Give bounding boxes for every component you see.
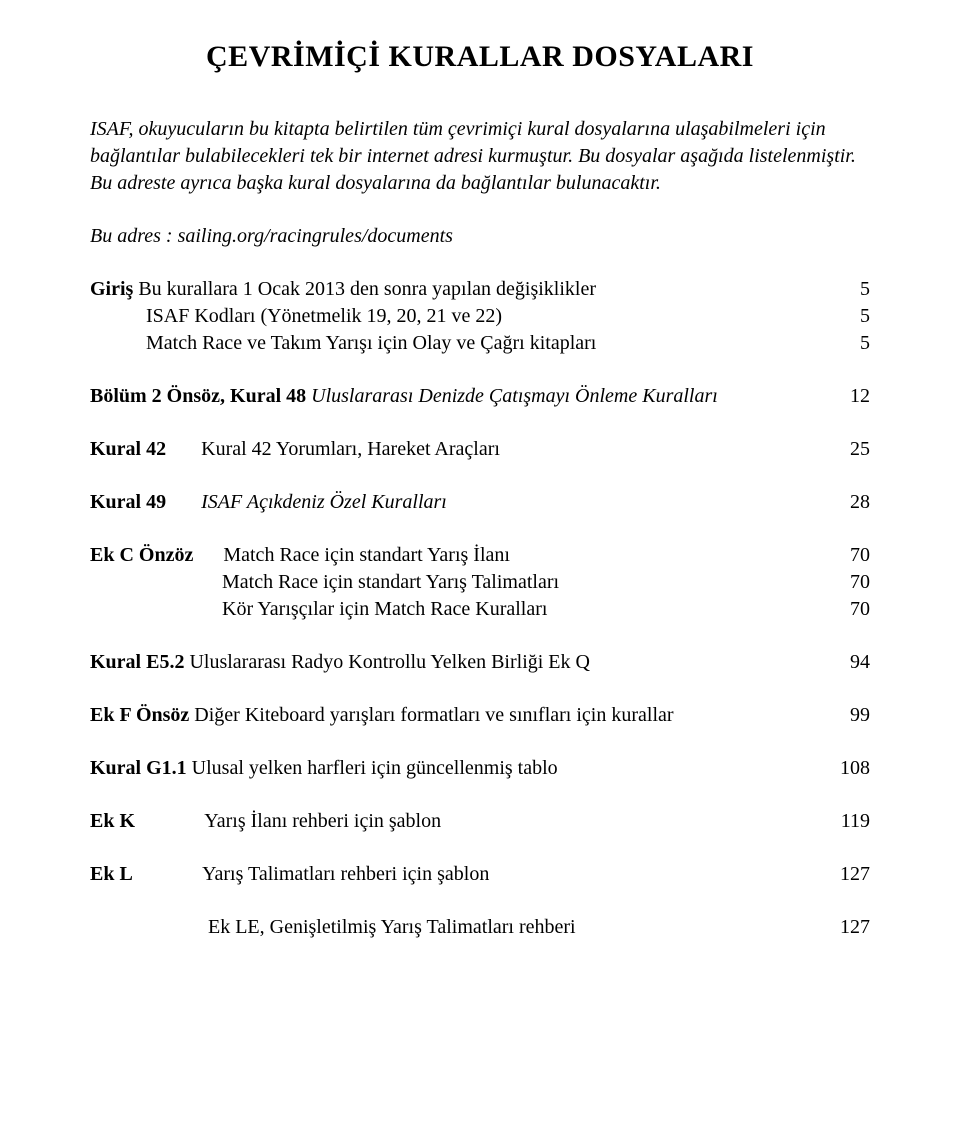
toc-label: Ek K Yarış İlanı rehberi için şablon [90, 808, 820, 835]
toc-entry-ekf: Ek F Önsöz Diğer Kiteboard yarışları for… [90, 702, 870, 729]
toc-lead: Ek F Önsöz [90, 704, 189, 726]
toc-text: Uluslararası Radyo Kontrollu Yelken Birl… [189, 651, 590, 673]
toc-label: Kural 42 Kural 42 Yorumları, Hareket Ara… [90, 436, 820, 463]
toc-row: Kural G1.1 Ulusal yelken harfleri için g… [90, 755, 870, 782]
toc-entry-ekc: Ek C Önzöz Match Race için standart Yarı… [90, 542, 870, 623]
toc-text: Yarış İlanı rehberi için şablon [204, 810, 441, 832]
toc-row: Ek C Önzöz Match Race için standart Yarı… [90, 542, 870, 569]
table-of-contents: Giriş Bu kurallara 1 Ocak 2013 den sonra… [90, 276, 870, 941]
toc-entry-kuralE52: Kural E5.2 Uluslararası Radyo Kontrollu … [90, 649, 870, 676]
toc-entry-giris: Giriş Bu kurallara 1 Ocak 2013 den sonra… [90, 276, 870, 357]
toc-page-number: 99 [820, 702, 870, 729]
toc-row: Ek LE, Genişletilmiş Yarış Talimatları r… [90, 914, 870, 941]
toc-text: Ulusal yelken harfleri için güncellenmiş… [192, 757, 558, 779]
toc-page-number: 25 [820, 436, 870, 463]
toc-label: Ek C Önzöz Match Race için standart Yarı… [90, 542, 820, 569]
toc-label: Ek L Yarış Talimatları rehberi için şabl… [90, 861, 820, 888]
toc-page-number: 127 [820, 914, 870, 941]
toc-lead: Bölüm 2 Önsöz, Kural 48 [90, 385, 311, 407]
toc-page-number: 5 [820, 276, 870, 303]
toc-label: Kural 49 ISAF Açıkdeniz Özel Kuralları [90, 489, 820, 516]
toc-page-number: 28 [820, 489, 870, 516]
toc-lead: Ek C Önzöz [90, 544, 193, 566]
toc-page-number: 5 [820, 303, 870, 330]
toc-row: Bölüm 2 Önsöz, Kural 48 Uluslararası Den… [90, 383, 870, 410]
toc-row: Ek L Yarış Talimatları rehberi için şabl… [90, 861, 870, 888]
toc-row: Ek F Önsöz Diğer Kiteboard yarışları for… [90, 702, 870, 729]
toc-text: Diğer Kiteboard yarışları formatları ve … [194, 704, 673, 726]
toc-page-number: 108 [820, 755, 870, 782]
toc-row: Kural 49 ISAF Açıkdeniz Özel Kuralları 2… [90, 489, 870, 516]
toc-page-number: 94 [820, 649, 870, 676]
toc-page-number: 12 [820, 383, 870, 410]
toc-row: Match Race için standart Yarış Talimatla… [90, 569, 870, 596]
toc-text: Yarış Talimatları rehberi için şablon [202, 863, 489, 885]
toc-entry-kural42: Kural 42 Kural 42 Yorumları, Hareket Ara… [90, 436, 870, 463]
toc-lead: Giriş [90, 278, 133, 300]
intro-address-prefix: Bu adres : [90, 225, 178, 247]
toc-row: Kural E5.2 Uluslararası Radyo Kontrollu … [90, 649, 870, 676]
toc-label: Ek LE, Genişletilmiş Yarış Talimatları r… [90, 914, 820, 941]
intro-paragraph-1: ISAF, okuyucuların bu kitapta belirtilen… [90, 116, 870, 197]
toc-lead: Ek L [90, 863, 133, 885]
toc-entry-kuralG11: Kural G1.1 Ulusal yelken harfleri için g… [90, 755, 870, 782]
toc-lead: Kural 49 [90, 491, 166, 513]
toc-label: Giriş Bu kurallara 1 Ocak 2013 den sonra… [90, 276, 820, 303]
intro-paragraph-2: Bu adres : sailing.org/racingrules/docum… [90, 223, 870, 250]
toc-page-number: 127 [820, 861, 870, 888]
toc-page-number: 119 [820, 808, 870, 835]
toc-text: Match Race için standart Yarış İlanı [223, 544, 510, 566]
toc-label: Kural E5.2 Uluslararası Radyo Kontrollu … [90, 649, 820, 676]
toc-entry-bolum2: Bölüm 2 Önsöz, Kural 48 Uluslararası Den… [90, 383, 870, 410]
toc-lead: Kural G1.1 [90, 757, 187, 779]
toc-text: Uluslararası Denizde Çatışmayı Önleme Ku… [311, 385, 718, 407]
toc-entry-kural49: Kural 49 ISAF Açıkdeniz Özel Kuralları 2… [90, 489, 870, 516]
toc-page-number: 5 [820, 330, 870, 357]
toc-lead: Kural 42 [90, 438, 166, 460]
toc-label: Bölüm 2 Önsöz, Kural 48 Uluslararası Den… [90, 383, 820, 410]
toc-page-number: 70 [820, 569, 870, 596]
toc-page-number: 70 [820, 542, 870, 569]
toc-label: Kör Yarışçılar için Match Race Kuralları [90, 596, 820, 623]
toc-text: Kural 42 Yorumları, Hareket Araçları [201, 438, 500, 460]
toc-entry-ekk: Ek K Yarış İlanı rehberi için şablon 119 [90, 808, 870, 835]
intro-section: ISAF, okuyucuların bu kitapta belirtilen… [90, 116, 870, 250]
toc-entry-ekl: Ek L Yarış Talimatları rehberi için şabl… [90, 861, 870, 941]
page-title: ÇEVRİMİÇİ KURALLAR DOSYALARI [90, 40, 870, 74]
toc-lead: Ek K [90, 810, 135, 832]
toc-row: ISAF Kodları (Yönetmelik 19, 20, 21 ve 2… [90, 303, 870, 330]
toc-label: Kural G1.1 Ulusal yelken harfleri için g… [90, 755, 820, 782]
toc-text: ISAF Açıkdeniz Özel Kuralları [201, 491, 447, 513]
document-page: ÇEVRİMİÇİ KURALLAR DOSYALARI ISAF, okuyu… [0, 0, 960, 1148]
toc-row: Match Race ve Takım Yarışı için Olay ve … [90, 330, 870, 357]
toc-text: Bu kurallara 1 Ocak 2013 den sonra yapıl… [138, 278, 596, 300]
toc-page-number: 70 [820, 596, 870, 623]
intro-address: sailing.org/racingrules/documents [178, 225, 453, 247]
toc-row: Giriş Bu kurallara 1 Ocak 2013 den sonra… [90, 276, 870, 303]
toc-label: Match Race ve Takım Yarışı için Olay ve … [90, 330, 820, 357]
toc-row: Ek K Yarış İlanı rehberi için şablon 119 [90, 808, 870, 835]
toc-lead: Kural E5.2 [90, 651, 184, 673]
toc-label: Match Race için standart Yarış Talimatla… [90, 569, 820, 596]
toc-label: Ek F Önsöz Diğer Kiteboard yarışları for… [90, 702, 820, 729]
toc-row: Kör Yarışçılar için Match Race Kuralları… [90, 596, 870, 623]
toc-row: Kural 42 Kural 42 Yorumları, Hareket Ara… [90, 436, 870, 463]
toc-label: ISAF Kodları (Yönetmelik 19, 20, 21 ve 2… [90, 303, 820, 330]
